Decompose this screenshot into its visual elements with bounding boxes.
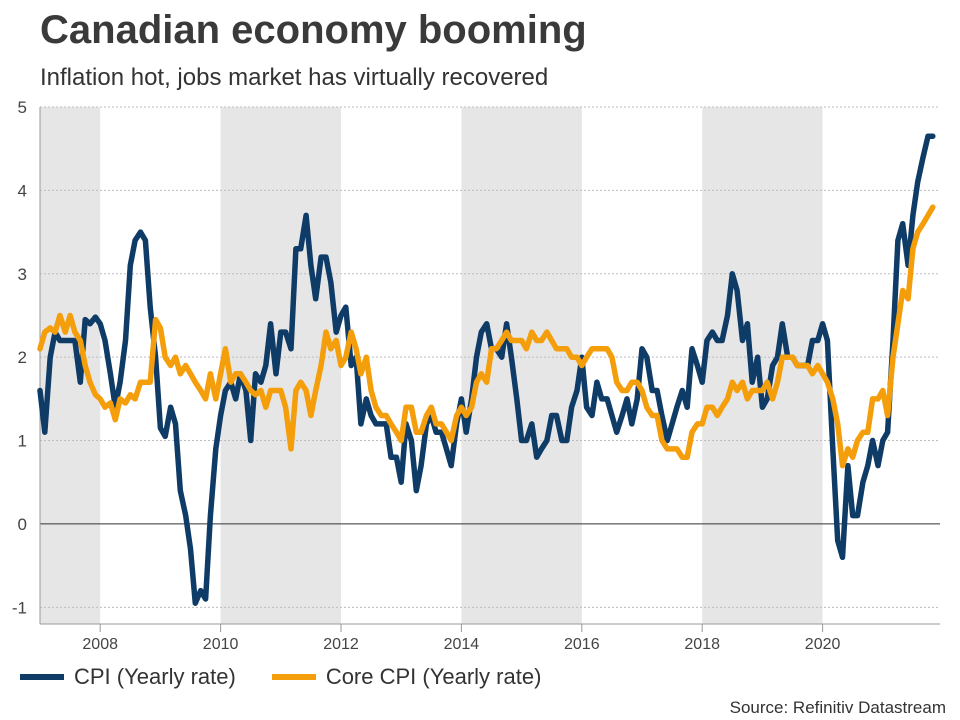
legend-swatch-cpi [20, 674, 64, 680]
source-note: Source: Refinitiv Datastream [729, 698, 946, 717]
cpi-line [37, 133, 936, 606]
x-tick-label-2018: 2018 [684, 636, 720, 653]
legend-label-cpi: CPI (Yearly rate) [74, 664, 236, 689]
legend: CPI (Yearly rate) Core CPI (Yearly rate) [20, 664, 577, 690]
legend-item-cpi: CPI (Yearly rate) [20, 664, 236, 690]
legend-label-core-cpi: Core CPI (Yearly rate) [325, 664, 542, 689]
y-tick-label-0: 0 [18, 515, 27, 534]
core-cpi-line [37, 204, 936, 469]
y-tick-label-3: 3 [18, 265, 27, 284]
y-tick-label-5: 5 [18, 98, 27, 117]
y-tick-label-2: 2 [18, 348, 27, 367]
shaded-band-2 [461, 107, 582, 624]
legend-swatch-core-cpi [271, 674, 316, 680]
x-tick-label-2010: 2010 [203, 636, 239, 653]
x-tick-label-2020: 2020 [805, 636, 841, 653]
y-tick-label-4: 4 [18, 181, 27, 200]
x-tick-label-2012: 2012 [323, 636, 359, 653]
x-tick-label-2014: 2014 [444, 636, 480, 653]
chart-subtitle: Inflation hot, jobs market has virtually… [40, 64, 549, 91]
x-tick-label-2008: 2008 [82, 636, 118, 653]
y-tick-label--1: -1 [12, 598, 27, 617]
legend-item-core-cpi: Core CPI (Yearly rate) [271, 664, 542, 690]
y-tick-label-1: 1 [18, 432, 27, 451]
x-tick-label-2016: 2016 [564, 636, 600, 653]
chart-title: Canadian economy booming [40, 8, 587, 52]
